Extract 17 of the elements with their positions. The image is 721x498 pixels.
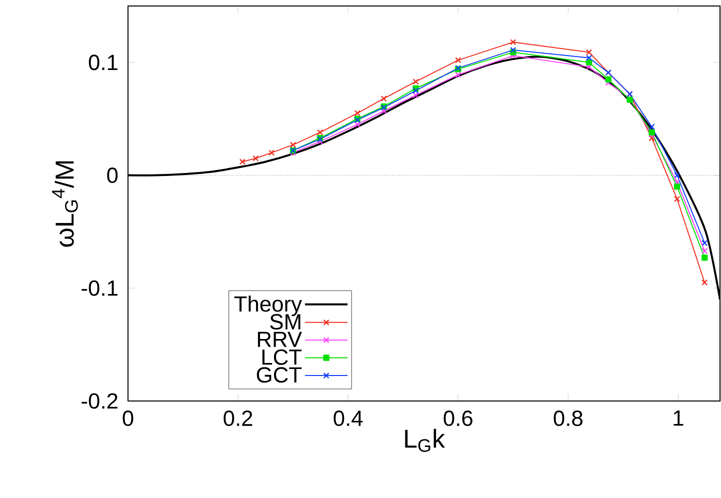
y-tick-label: 0.1: [88, 54, 118, 70]
legend-label: SM: [270, 314, 300, 330]
y-axis-title: ωL$_{G}$$^{4}$/M: [52, 161, 78, 247]
x-axis-title: L$_{G}$k: [405, 428, 446, 452]
y-tick-label: -0.2: [82, 393, 118, 409]
legend-label: LCT: [262, 349, 302, 365]
x-tick-label: 0.8: [554, 410, 582, 426]
x-tick-label: 0: [122, 410, 134, 426]
legend-label: RRV: [258, 332, 302, 347]
x-tick-label: 1: [674, 410, 684, 426]
x-tick-label: 0.4: [334, 410, 363, 426]
legend-label: Theory: [234, 296, 302, 316]
legend-label: GCT: [256, 367, 302, 383]
x-tick-label: 0.2: [224, 410, 252, 426]
y-tick-label: -0.1: [82, 280, 118, 296]
x-tick-label: 0.6: [444, 410, 472, 426]
y-tick-label: 0: [107, 168, 118, 184]
